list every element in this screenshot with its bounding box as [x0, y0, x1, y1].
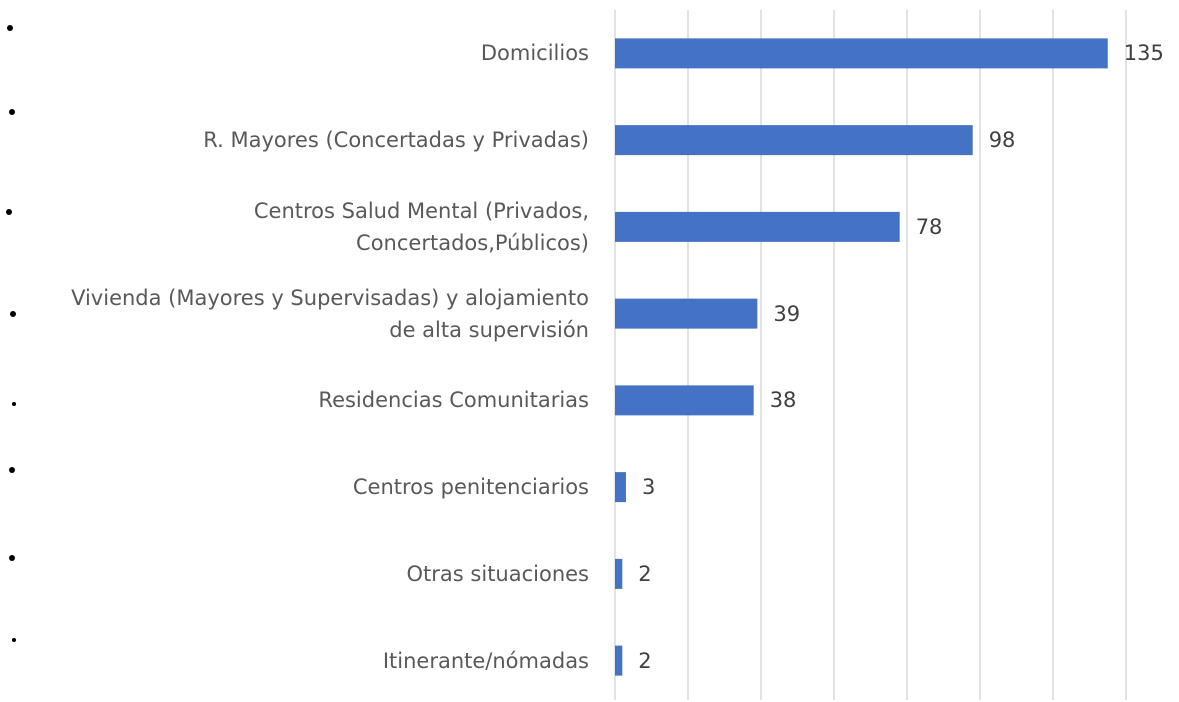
value-label: 135: [1123, 41, 1164, 66]
value-label: 3: [641, 475, 656, 500]
category-label: Residencias Comunitarias: [318, 388, 589, 413]
bar: [615, 645, 623, 676]
value-label: 98: [988, 128, 1016, 153]
bar: [615, 211, 900, 242]
bar: [615, 38, 1108, 69]
value-label: 78: [915, 214, 943, 239]
category-label: Vivienda (Mayores y Supervisadas) y aloj…: [71, 285, 589, 342]
value-label: 38: [769, 388, 797, 413]
bar: [615, 298, 758, 329]
category-label: Domicilios: [480, 41, 589, 66]
value-label: 2: [638, 648, 652, 673]
bar: [615, 385, 754, 416]
category-label: R. Mayores (Concertadas y Privadas): [203, 128, 589, 153]
value-label: 39: [773, 301, 801, 326]
category-label: Centros Salud Mental (Privados, Concerta…: [253, 198, 589, 255]
category-label: Centros penitenciarios: [352, 475, 589, 500]
category-label: Itinerante/nómadas: [382, 648, 589, 673]
value-label: 2: [638, 561, 652, 586]
category-label: Otras situaciones: [406, 561, 589, 586]
bar: [615, 472, 626, 503]
bullets: [6, 25, 16, 642]
bar: [615, 558, 623, 589]
bar: [615, 125, 973, 156]
